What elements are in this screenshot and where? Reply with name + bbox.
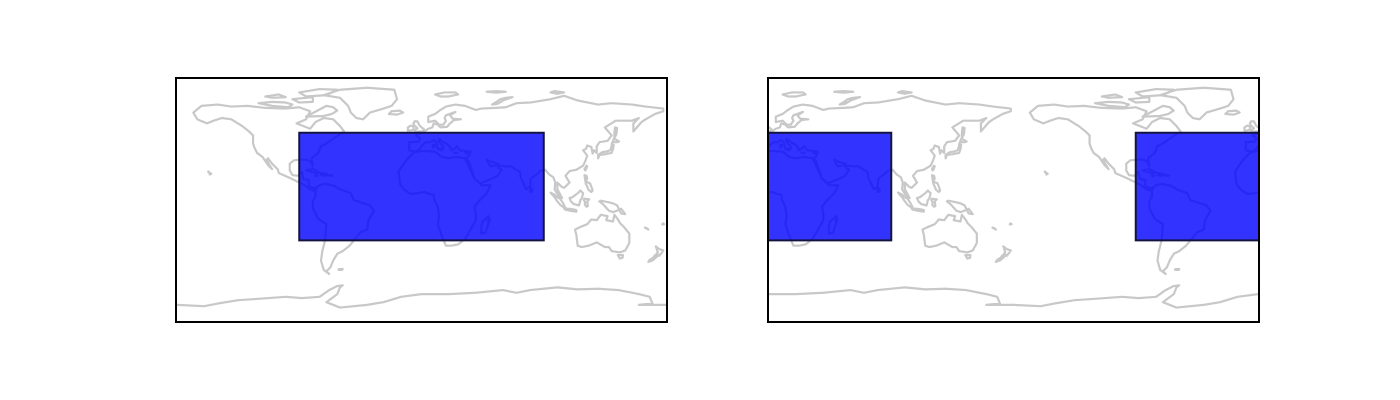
coastline-left-38	[208, 171, 209, 172]
coastline-right-4	[769, 121, 771, 133]
coastline-left-41	[662, 224, 664, 225]
coastline-right-13	[917, 191, 931, 206]
coastline-left-19	[656, 246, 663, 255]
coastline-left-17	[585, 166, 588, 171]
coastline-right-26	[834, 91, 853, 93]
shaded-region-left-0	[299, 133, 544, 241]
coastline-left-6	[324, 88, 397, 120]
coastline-left-14	[584, 199, 589, 207]
coastline-right-9	[946, 145, 962, 158]
coastline-right-29	[783, 92, 806, 96]
coastline-right-22	[1095, 102, 1129, 107]
regions-left	[299, 133, 544, 241]
coastline-left-28	[492, 97, 512, 104]
coastline-left-30	[389, 111, 403, 115]
coastline-right-20	[996, 255, 1006, 262]
coastline-right-8	[1014, 285, 1259, 307]
coastline-right-12	[912, 209, 924, 212]
coastline-right-38	[1045, 171, 1046, 172]
coastline-left-42	[645, 228, 648, 230]
coastline-left-26	[487, 91, 506, 93]
coastline-right-8	[769, 285, 1014, 307]
coastline-right-19	[1003, 246, 1010, 255]
coastline-right-30	[1225, 111, 1239, 115]
coastline-left-20	[648, 255, 658, 262]
coastline-left-4	[413, 121, 423, 133]
coastline-right-14	[931, 199, 936, 207]
coastline-right-28	[840, 97, 860, 104]
coastline-right-21	[1143, 106, 1174, 117]
coastline-left-12	[564, 209, 576, 212]
coastline-right-25	[1102, 94, 1122, 97]
map-canvas-right	[769, 79, 1258, 321]
coastline-right-15	[947, 201, 973, 214]
map-panel-left	[175, 77, 668, 323]
coastline-left-25	[265, 94, 285, 97]
coastline-right-40	[965, 255, 970, 258]
coastline-right-27	[898, 91, 912, 94]
coastline-left-5	[408, 126, 413, 131]
map-canvas-left	[177, 79, 666, 321]
shaded-region-right-0	[769, 133, 891, 241]
coastline-right-39	[1175, 269, 1179, 270]
coastline-left-10	[612, 139, 619, 144]
coastline-right-41	[1010, 224, 1012, 225]
coastline-left-39	[339, 269, 343, 270]
map-panel-right	[767, 77, 1260, 323]
coastline-left-27	[551, 91, 565, 94]
coastline-left-31	[614, 127, 617, 138]
coastline-left-24	[299, 89, 337, 96]
coastline-right-17	[932, 166, 935, 171]
coastline-left-7	[575, 215, 629, 253]
coastline-left-15	[599, 201, 625, 214]
coastline-right-6	[1160, 88, 1233, 120]
coastline-right-37	[1046, 173, 1048, 175]
coastline-left-13	[570, 191, 584, 206]
coastline-right-42	[992, 228, 995, 230]
coastline-right-7	[922, 215, 976, 253]
coastline-left-9	[598, 145, 614, 158]
coastline-left-8	[177, 285, 666, 307]
coastline-right-4	[1250, 121, 1258, 133]
coastline-left-21	[306, 106, 337, 117]
coastline-left-16	[585, 175, 593, 192]
coastline-left-40	[618, 255, 623, 258]
coastline-right-5	[1244, 126, 1249, 131]
coastline-right-24	[1136, 89, 1174, 96]
coastline-right-16	[932, 175, 940, 192]
coastline-left-37	[210, 173, 212, 175]
coastline-left-23	[292, 97, 312, 102]
shaded-region-right-0	[1136, 133, 1258, 241]
coastline-left-22	[259, 102, 293, 107]
coastline-left-29	[435, 92, 458, 96]
coastlines-left	[177, 88, 666, 308]
coastline-right-31	[962, 127, 965, 138]
coastline-right-10	[959, 139, 966, 144]
regions-right	[769, 133, 1258, 241]
coastline-right-23	[1129, 97, 1149, 102]
